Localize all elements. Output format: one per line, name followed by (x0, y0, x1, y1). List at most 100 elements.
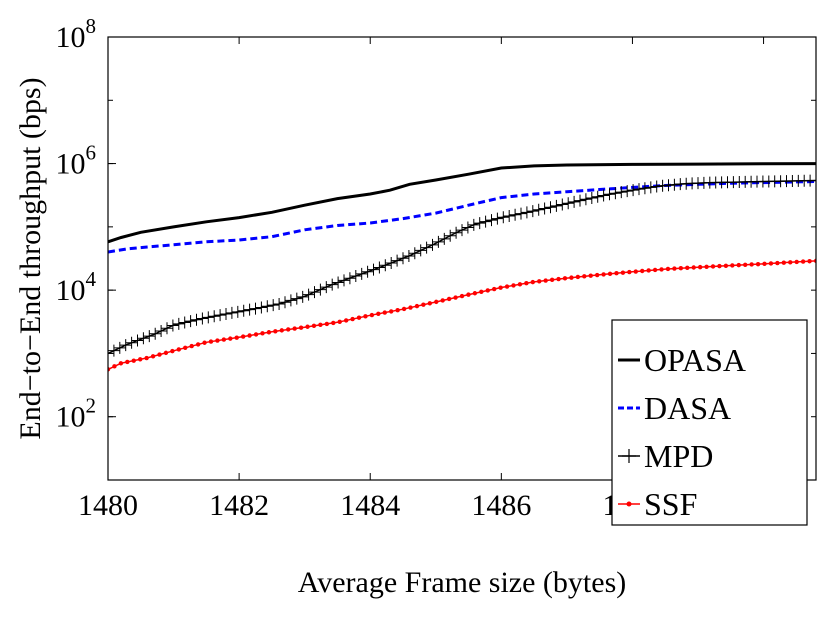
series-point-mpd (810, 174, 816, 187)
series-point-ssf (640, 268, 645, 274)
series-point-ssf (466, 292, 471, 297)
series-group (108, 162, 816, 372)
series-point-mpd (308, 286, 321, 299)
series-point-ssf (137, 357, 143, 362)
series-point-ssf (562, 276, 568, 281)
series-line-opasa (108, 162, 816, 244)
series-point-mpd (279, 296, 291, 309)
series-point-mpd (273, 297, 286, 310)
series-point-mpd (231, 305, 244, 318)
series-point-mpd (574, 194, 586, 207)
series-point-ssf (537, 279, 542, 284)
series-point-mpd (550, 199, 563, 212)
series-point-mpd (332, 276, 345, 289)
series-point-mpd (161, 322, 173, 335)
series-point-mpd (414, 244, 427, 257)
series-point-ssf (717, 263, 722, 269)
series-point-mpd (426, 238, 439, 251)
series-point-ssf (228, 336, 233, 341)
series-point-mpd (597, 189, 610, 202)
series-point-mpd (420, 241, 433, 254)
series-point-mpd (255, 301, 268, 314)
series-point-mpd (603, 188, 616, 201)
series-point-mpd (461, 221, 474, 234)
series-point-mpd (343, 272, 356, 285)
series-point-mpd (627, 184, 640, 197)
series-point-mpd (190, 313, 203, 326)
series-point-ssf (652, 267, 658, 273)
series-point-ssf (800, 259, 806, 264)
series-point-ssf (472, 291, 478, 296)
series-point-ssf (150, 354, 156, 359)
series-point-mpd (155, 324, 168, 337)
x-tick-label: 1480 (78, 489, 138, 522)
series-point-mpd (444, 229, 457, 242)
series-point-mpd (515, 207, 527, 220)
series-point-ssf (781, 260, 787, 265)
series-point-mpd (225, 306, 238, 319)
series-point-ssf (511, 283, 516, 288)
series-point-mpd (503, 210, 516, 223)
series-point-ssf (749, 262, 754, 267)
series-point-ssf (543, 278, 548, 283)
series-point-ssf (775, 260, 780, 266)
series-point-mpd (485, 214, 498, 227)
series-point-ssf (163, 350, 169, 356)
series-point-mpd (497, 211, 510, 224)
legend: OPASA DASA MPD SSF (611, 319, 808, 526)
y-tick-label: 108 (56, 14, 97, 54)
series-point-mpd (644, 181, 657, 194)
series-point-mpd (568, 195, 581, 208)
series-point-mpd (314, 283, 327, 296)
series-line-dasa (108, 180, 816, 254)
series-point-ssf (582, 274, 587, 279)
series-point-mpd (633, 183, 645, 196)
series-point-ssf (665, 266, 671, 272)
series-point-ssf (369, 312, 375, 318)
series-point-mpd (479, 215, 492, 228)
series-point-mpd (385, 256, 398, 269)
series-point-ssf (498, 285, 503, 290)
series-point-ssf (678, 266, 684, 271)
series-point-ssf (440, 298, 445, 303)
series-point-ssf (421, 302, 426, 307)
series-point-ssf (569, 275, 574, 280)
series-point-ssf (382, 310, 387, 315)
series-point-ssf (356, 315, 362, 320)
series-point-ssf (318, 322, 323, 328)
series-point-ssf (620, 270, 626, 275)
series-point-mpd (520, 206, 533, 219)
series-point-mpd (662, 179, 675, 192)
series-point-mpd (243, 303, 256, 316)
series-point-ssf (762, 261, 767, 267)
series-point-mpd (220, 307, 232, 320)
series-point-ssf (704, 264, 709, 269)
series-point-mpd (391, 254, 404, 267)
series-point-ssf (434, 299, 439, 305)
series-point-ssf (524, 281, 529, 286)
series-point-ssf (485, 288, 490, 293)
x-tick-label: 1482 (209, 489, 269, 522)
series-point-ssf (157, 352, 162, 357)
series-point-mpd (638, 182, 651, 195)
series-point-mpd (491, 212, 504, 225)
series-point-mpd (361, 265, 374, 278)
series-point-mpd (373, 261, 386, 274)
series-point-ssf (710, 264, 716, 269)
series-point-mpd (532, 203, 545, 216)
legend-label-dasa: DASA (644, 390, 731, 426)
series-point-mpd (432, 235, 445, 248)
series-point-mpd (579, 193, 592, 206)
series-point-mpd (379, 259, 392, 272)
series-point-ssf (743, 262, 748, 267)
series-point-mpd (320, 281, 333, 294)
legend-marker-mpd (622, 449, 636, 463)
series-point-ssf (350, 316, 355, 322)
series-point-mpd (526, 205, 539, 218)
series-point-ssf (691, 265, 696, 270)
series-point-mpd (467, 218, 480, 231)
series-point-mpd (326, 278, 339, 291)
series-point-ssf (479, 289, 484, 295)
series-point-mpd (166, 319, 179, 332)
series-point-ssf (594, 272, 600, 278)
